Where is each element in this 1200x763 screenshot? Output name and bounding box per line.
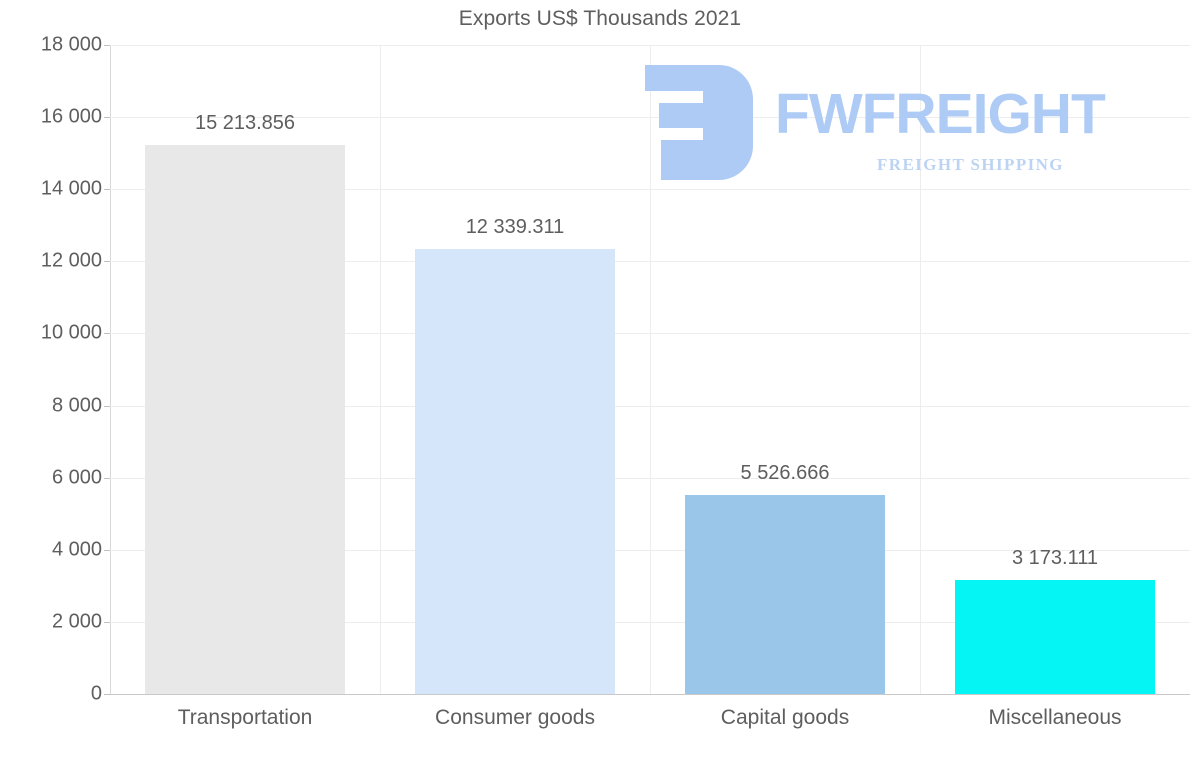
bar[interactable] — [685, 494, 885, 694]
y-axis-tick-label: 2 000 — [51, 610, 102, 633]
y-axis-tick-label: 14 000 — [40, 177, 102, 200]
y-axis-tick-label: 8 000 — [51, 394, 102, 417]
y-axis-tick-mark — [104, 45, 110, 46]
y-axis-tick-mark — [104, 694, 110, 695]
y-axis-tick-mark — [104, 405, 110, 407]
plot-area — [104, 45, 1190, 695]
gridline-vertical — [380, 45, 381, 694]
y-axis-tick-labels: 0 2 000 4 000 6 000 8 000 10 000 12 000 14 000 1… — [0, 34, 102, 705]
y-axis-spine — [110, 45, 111, 695]
y-axis-tick-label: 4 000 — [51, 538, 102, 561]
x-axis-tick-label: Consumer goods — [435, 706, 595, 729]
gridline-vertical — [920, 45, 921, 694]
y-axis-tick-label: 0 — [90, 682, 102, 705]
y-axis-tick-mark — [104, 189, 110, 191]
chart-title: Exports US$ Thousands 2021 — [458, 7, 742, 30]
y-axis-tick-mark — [104, 117, 110, 119]
x-axis-tick-label: Miscellaneous — [988, 706, 1122, 729]
x-axis-tick-label: Capital goods — [720, 706, 850, 729]
bar[interactable] — [955, 579, 1155, 694]
bar-value-label: 15 213.856 — [194, 112, 296, 135]
bar-value-label: 3 173.111 — [1011, 546, 1099, 569]
y-axis-tick-label: 10 000 — [40, 321, 102, 344]
bar-value-label: 12 339.311 — [465, 216, 565, 239]
bar[interactable] — [145, 145, 345, 694]
y-axis-tick-label: 16 000 — [40, 105, 102, 128]
bar-value-label: 5 526.666 — [740, 461, 830, 484]
y-axis-tick-mark — [104, 261, 110, 263]
x-axis-tick-label: Transportation — [177, 706, 313, 729]
y-axis-tick-mark — [104, 477, 110, 479]
y-axis-tick-label: 12 000 — [40, 249, 102, 272]
y-axis-tick-label: 18 000 — [40, 33, 102, 56]
y-axis-tick-mark — [104, 333, 110, 335]
y-axis-tick-label: 6 000 — [51, 466, 102, 489]
x-axis-baseline — [110, 694, 1190, 695]
bar[interactable] — [415, 249, 615, 694]
gridline-vertical — [650, 45, 651, 694]
y-axis-tick-mark — [104, 621, 110, 623]
y-axis-tick-mark — [104, 549, 110, 551]
